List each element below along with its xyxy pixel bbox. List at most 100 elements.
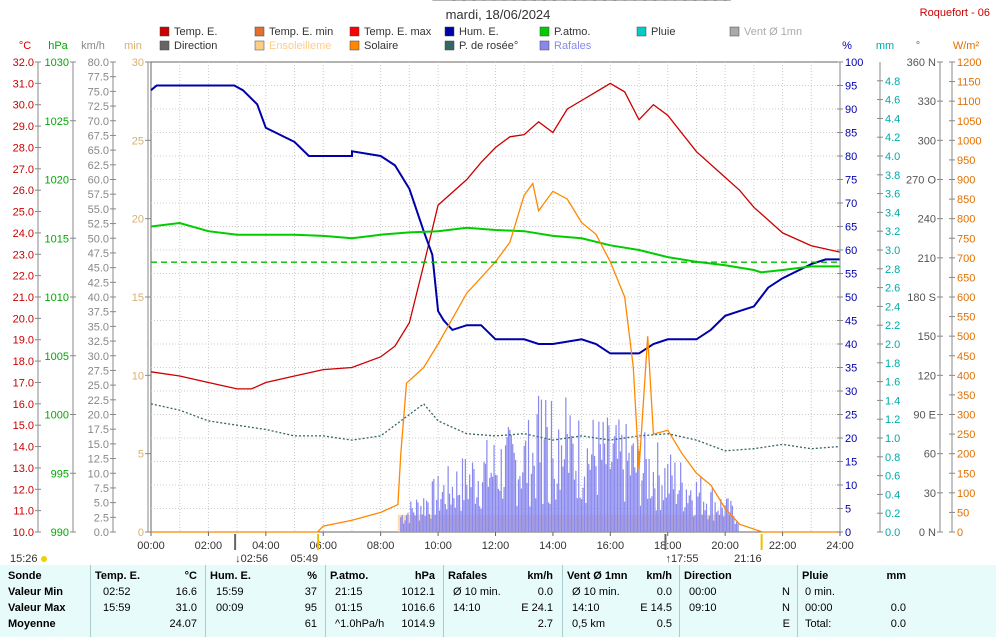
tick-label: 16.0 [13,399,34,411]
tick-label: 50 [957,507,969,519]
series-solaire [151,181,840,533]
table-divider [205,565,206,637]
axes: °C 10.0 11.0 12.0 13.0 14.0 15.0 16.0 17.0 18.0 19… [13,40,982,552]
tick-label: 2.2 [885,320,900,332]
legend-swatch [159,40,170,51]
tick-label: 55.0 [88,204,109,216]
tick-label: 1010 [45,292,69,304]
tick-label: 995 [51,468,69,480]
tick-label: 210 [918,253,936,265]
series-hum-e- [150,84,840,355]
tick-label: 40.0 [88,292,109,304]
tick-label: 29.0 [13,121,34,133]
tick-label: 22.0 [13,271,34,283]
tick-label: 17.0 [13,377,34,389]
tick-label: 27.5 [88,365,109,377]
tick-label: 75.0 [88,86,109,98]
table-cell: 09:10 [689,602,717,614]
tick-label: 1050 [957,116,981,128]
table-divider [90,565,91,637]
legend-item: Direction [159,40,217,52]
legend-swatch [254,26,265,37]
tick-label: 37.5 [88,307,109,319]
tick-label: 300 [918,135,936,147]
table-cell: 16.6 [175,586,197,598]
legend-label: Vent Ø 1mn [744,26,802,38]
tick-label: 1.0 [885,433,900,445]
tick-label: 20.0 [13,313,34,325]
event-label: ↓02:56 [235,553,268,565]
table-cell: P.atmo. [330,570,369,582]
table-cell: ^1.0hPa/h [335,618,385,630]
tick-label: 1020 [45,175,69,187]
event-label: ↑17:55 [665,553,698,565]
x-tick-label: 20:00 [711,540,739,552]
table-cell: 0 min. [805,586,835,598]
legend-item: Hum. E. [444,26,499,38]
day-length: 15:26 [10,553,38,565]
tick-label: 0.2 [885,508,900,520]
tick-label: 30 [132,57,144,69]
x-tick-label: 02:00 [195,540,223,552]
table-cell: 00:09 [216,602,244,614]
tick-label: 1000 [45,410,69,422]
tick-label: 75 [845,175,857,187]
tick-label: 95 [845,81,857,93]
tick-label: 0.8 [885,452,900,464]
legend-swatch [444,40,455,51]
tick-label: 20 [845,433,857,445]
tick-label: 0.6 [885,471,900,483]
table-cell: 01:15 [335,602,363,614]
table-divider [797,565,798,637]
tick-label: 65 [845,222,857,234]
tick-label: 31.0 [13,78,34,90]
tick-label: 1.6 [885,377,900,389]
legend-item: Temp. E. max [349,26,432,38]
tick-label: 10.0 [88,468,109,480]
legend-item: Ensoleilleme [254,40,331,52]
table-cell: Direction [684,570,732,582]
tick-label: 600 [957,292,975,304]
tick-label: 62.5 [88,160,109,172]
tick-label: 60.0 [88,175,109,187]
series-p-de-ros-e- [150,402,841,452]
tick-label: 30.0 [13,100,34,112]
tick-label: 450 [957,351,975,363]
x-tick-label: 00:00 [137,540,165,552]
mm-axis-unit: mm [876,40,894,52]
tick-label: 120 [918,370,936,382]
table-divider [562,565,563,637]
legend-label: Direction [174,40,217,52]
tick-label: 4.4 [885,113,900,125]
series-p-atmo- [150,221,840,274]
legend-item: Vent Ø 1mn [729,26,802,38]
sun-icon [41,556,47,562]
table-cell: Valeur Min [8,586,64,598]
tick-label: 1.2 [885,414,900,426]
tick-label: 100 [957,488,975,500]
tick-label: 15 [845,457,857,469]
tick-label: 25 [845,410,857,422]
legend-item: Temp. E. min [254,26,333,38]
hpa-axis-unit: hPa [48,40,68,52]
tick-label: 4.0 [885,151,900,163]
x-tick-label: 08:00 [367,540,395,552]
tick-label: 10.0 [13,527,34,539]
legend-swatch [539,40,550,51]
legend-swatch [159,26,170,37]
tick-label: 25.0 [13,207,34,219]
tick-label: 4.2 [885,132,900,144]
tick-label: 20 [132,214,144,226]
tick-label: 42.5 [88,277,109,289]
grid [150,61,841,533]
tick-label: 26.0 [13,185,34,197]
tick-label: 0.0 [885,527,900,539]
tick-label: 2.0 [885,339,900,351]
legend-item: P.atmo. [539,26,591,38]
tick-label: 180 S [907,292,936,304]
tick-label: 28.0 [13,142,34,154]
legend-item: Rafales [539,40,592,52]
legend-label: Rafales [554,40,592,52]
tick-label: 30 [845,386,857,398]
tick-label: 1025 [45,116,69,128]
